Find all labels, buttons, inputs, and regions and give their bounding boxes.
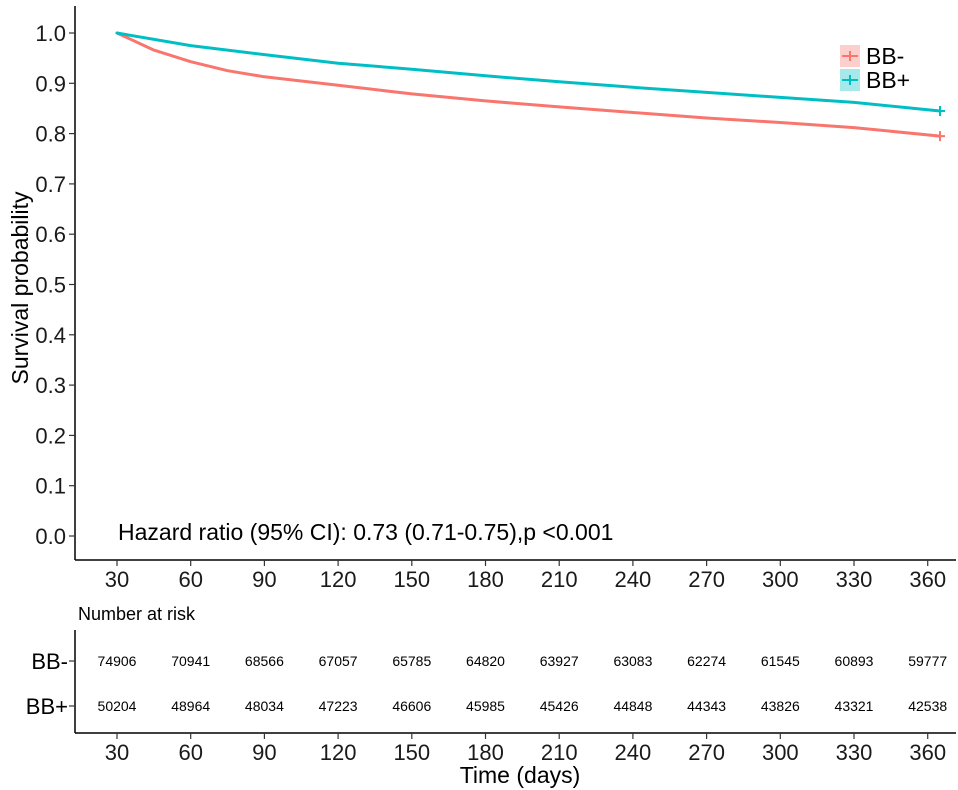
x-tick-label: 90 (252, 567, 276, 592)
risk-cell-value: 50204 (98, 698, 137, 714)
y-tick-label: 1.0 (35, 21, 66, 46)
risk-x-tick-label: 240 (615, 740, 652, 765)
risk-cell-value: 47223 (319, 698, 358, 714)
hazard-ratio-annotation: Hazard ratio (95% CI): 0.73 (0.71-0.75),… (118, 519, 613, 545)
risk-cell-value: 43826 (761, 698, 800, 714)
risk-cell-value: 46606 (392, 698, 431, 714)
y-tick-label: 0.6 (35, 222, 66, 247)
y-tick-label: 0.2 (35, 423, 66, 448)
risk-row-label: BB+ (26, 694, 68, 719)
risk-cell-value: 42538 (908, 698, 947, 714)
risk-cell-value: 45426 (540, 698, 579, 714)
risk-x-tick-label: 120 (320, 740, 357, 765)
risk-cell-value: 60893 (835, 653, 874, 669)
risk-x-tick-label: 210 (541, 740, 578, 765)
risk-cell-value: 45985 (466, 698, 505, 714)
y-tick-label: 0.5 (35, 273, 66, 298)
y-tick-label: 0.4 (35, 323, 66, 348)
x-tick-label: 210 (541, 567, 578, 592)
x-tick-label: 360 (909, 567, 946, 592)
y-tick-label: 0.7 (35, 172, 66, 197)
risk-x-tick-label: 180 (467, 740, 504, 765)
legend-key-symbol (842, 75, 858, 85)
x-tick-label: 60 (178, 567, 202, 592)
x-tick-label: 330 (836, 567, 873, 592)
risk-cell-value: 44343 (687, 698, 726, 714)
main-plot-panel: 0.0 0.1 0.2 0.3 0.4 0.5 0.6 0.7 0.8 0.9 1.0 30 60 90 1… (7, 6, 956, 592)
y-tick-label: 0.8 (35, 122, 66, 147)
risk-cell-value: 48964 (171, 698, 210, 714)
risk-cell-value: 59777 (908, 653, 947, 669)
risk-cell-value: 44848 (613, 698, 652, 714)
risk-cell-value: 70941 (171, 653, 210, 669)
survival-curve-bb-plus (115, 31, 942, 113)
risk-x-tick-label: 270 (688, 740, 725, 765)
risk-cell-value: 64820 (466, 653, 505, 669)
y-tick-label: 0.3 (35, 373, 66, 398)
risk-cell-value: 61545 (761, 653, 800, 669)
y-tick-label: 0.1 (35, 474, 66, 499)
legend-key-symbol (842, 51, 858, 61)
survival-curve-bb-minus (115, 31, 942, 138)
y-tick-label: 0.0 (35, 524, 66, 549)
risk-x-tick-label: 330 (836, 740, 873, 765)
risk-table-panel: Number at risk BB- 74906 70941 68566 67057 657… (26, 604, 956, 788)
risk-cell-value: 43321 (835, 698, 874, 714)
risk-cell-value: 63927 (540, 653, 579, 669)
x-tick-label: 30 (105, 567, 129, 592)
risk-cell-value: 62274 (687, 653, 726, 669)
risk-table-title: Number at risk (78, 604, 196, 624)
x-tick-label: 120 (320, 567, 357, 592)
x-tick-label: 180 (467, 567, 504, 592)
legend: BB-BB+ (840, 43, 910, 93)
x-tick-label: 240 (615, 567, 652, 592)
x-axis-title: Time (days) (460, 762, 581, 788)
risk-cell-value: 63083 (613, 653, 652, 669)
risk-x-tick-label: 150 (393, 740, 430, 765)
legend-label: BB+ (866, 67, 910, 93)
legend-label: BB- (866, 43, 904, 69)
risk-x-tick-label: 300 (762, 740, 799, 765)
risk-x-tick-label: 30 (105, 740, 129, 765)
y-tick-label: 0.9 (35, 71, 66, 96)
risk-x-tick-label: 60 (178, 740, 202, 765)
risk-cell-value: 65785 (392, 653, 431, 669)
x-tick-label: 300 (762, 567, 799, 592)
risk-x-tick-label: 360 (909, 740, 946, 765)
risk-cell-value: 68566 (245, 653, 284, 669)
risk-cell-value: 48034 (245, 698, 284, 714)
censor-mark (935, 131, 945, 142)
risk-row-label: BB- (31, 649, 68, 674)
x-tick-label: 150 (393, 567, 430, 592)
y-axis-title: Survival probability (7, 191, 33, 385)
risk-cell-value: 67057 (319, 653, 358, 669)
censor-mark (935, 105, 945, 116)
x-tick-label: 270 (688, 567, 725, 592)
risk-x-tick-label: 90 (252, 740, 276, 765)
risk-cell-value: 74906 (98, 653, 137, 669)
